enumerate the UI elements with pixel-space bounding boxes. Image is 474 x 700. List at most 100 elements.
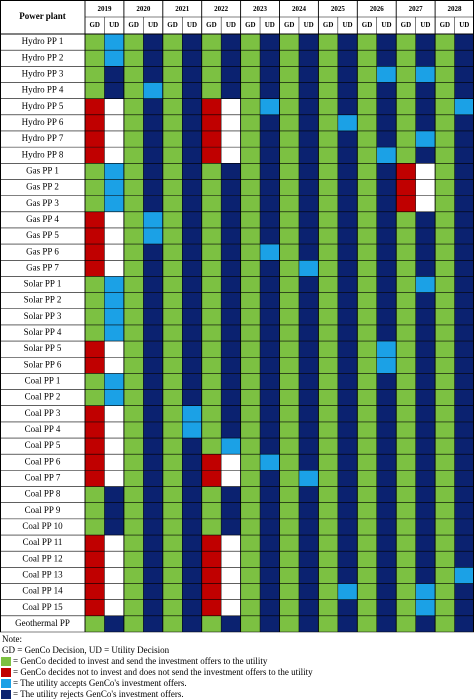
decision-cell <box>415 421 436 439</box>
decision-cell <box>298 470 319 487</box>
plant-label: Coal PP 3 <box>25 408 61 418</box>
sub-header: UD <box>459 21 469 29</box>
decision-cell <box>182 244 202 261</box>
decision-cell <box>260 147 280 164</box>
decision-cell <box>396 324 416 342</box>
decision-cell <box>318 518 338 536</box>
decision-cell <box>143 567 163 584</box>
decision-cell <box>182 211 202 228</box>
sub-header: UD <box>187 21 197 29</box>
decision-cell <box>123 470 144 487</box>
decision-cell <box>298 551 319 568</box>
plant-label: Hydro PP 1 <box>22 36 64 46</box>
decision-cell <box>454 211 474 228</box>
year-header: 2025 <box>331 5 346 13</box>
decision-cell <box>298 421 319 439</box>
decision-cell <box>357 324 377 342</box>
plant-label: Coal PP 2 <box>25 392 61 402</box>
decision-cell <box>123 308 144 325</box>
decision-cell <box>376 82 397 99</box>
decision-cell <box>104 518 124 536</box>
decision-cell <box>435 341 455 358</box>
decision-cell <box>240 502 261 519</box>
decision-cell <box>298 50 319 67</box>
decision-cell <box>454 98 474 115</box>
plant-label: Hydro PP 7 <box>22 133 64 143</box>
decision-cell <box>396 98 416 115</box>
decision-cell <box>435 34 455 51</box>
decision-cell <box>396 276 416 293</box>
decision-cell <box>454 341 474 358</box>
decision-cell <box>182 50 202 67</box>
decision-cell <box>357 211 377 228</box>
decision-cell <box>318 551 338 568</box>
decision-cell <box>376 535 397 552</box>
plant-label: Gas PP 6 <box>26 246 59 256</box>
decision-cell <box>376 308 397 325</box>
plant-label: Coal PP 14 <box>22 586 63 596</box>
decision-cell <box>182 599 202 616</box>
decision-cell <box>123 260 144 277</box>
decision-cell <box>104 599 124 616</box>
decision-cell <box>201 308 222 325</box>
decision-cell <box>337 308 358 325</box>
corner-header: Power plant <box>19 11 66 21</box>
decision-cell <box>221 454 241 471</box>
decision-cell <box>162 163 183 180</box>
decision-cell <box>240 130 261 148</box>
sub-header: UD <box>109 21 119 29</box>
decision-cell <box>123 583 144 600</box>
decision-cell <box>415 583 436 600</box>
decision-cell <box>337 130 358 148</box>
decision-cell <box>376 518 397 536</box>
decision-cell <box>240 470 261 487</box>
decision-cell <box>85 50 105 67</box>
decision-cell <box>279 551 299 568</box>
decision-cell <box>454 130 474 148</box>
decision-cell <box>162 260 183 277</box>
decision-cell <box>104 486 124 503</box>
decision-cell <box>240 244 261 261</box>
sub-header: GD <box>401 21 412 29</box>
decision-cell <box>318 66 338 83</box>
decision-cell <box>435 324 455 342</box>
decision-cell <box>162 82 183 99</box>
legend-text: = GenCo decides not to invest and does n… <box>13 667 313 677</box>
decision-cell <box>279 454 299 471</box>
decision-cell <box>162 324 183 342</box>
decision-cell <box>454 567 474 584</box>
decision-cell <box>104 615 124 632</box>
decision-cell <box>201 50 222 67</box>
decision-cell <box>182 163 202 180</box>
decision-cell <box>123 276 144 293</box>
decision-cell <box>435 438 455 455</box>
decision-cell <box>376 179 397 196</box>
decision-cell <box>260 405 280 422</box>
decision-cell <box>318 470 338 487</box>
decision-cell <box>396 114 416 131</box>
decision-cell <box>221 470 241 487</box>
decision-cell <box>123 567 144 584</box>
decision-cell <box>240 405 261 422</box>
decision-cell <box>298 535 319 552</box>
decision-cell <box>279 50 299 67</box>
decision-cell <box>123 292 144 309</box>
decision-cell <box>415 535 436 552</box>
decision-cell <box>104 535 124 552</box>
plant-label: Solar PP 1 <box>24 279 62 289</box>
decision-cell <box>279 114 299 131</box>
decision-cell <box>162 308 183 325</box>
decision-cell <box>221 486 241 503</box>
decision-cell <box>162 551 183 568</box>
decision-cell <box>298 260 319 277</box>
decision-cell <box>396 341 416 358</box>
decision-cell <box>123 551 144 568</box>
decision-cell <box>240 260 261 277</box>
decision-cell <box>123 357 144 374</box>
decision-cell <box>260 615 280 632</box>
decision-cell <box>357 470 377 487</box>
decision-cell <box>182 389 202 406</box>
decision-cell <box>396 583 416 600</box>
decision-cell <box>318 227 338 245</box>
decision-cell <box>123 244 144 261</box>
